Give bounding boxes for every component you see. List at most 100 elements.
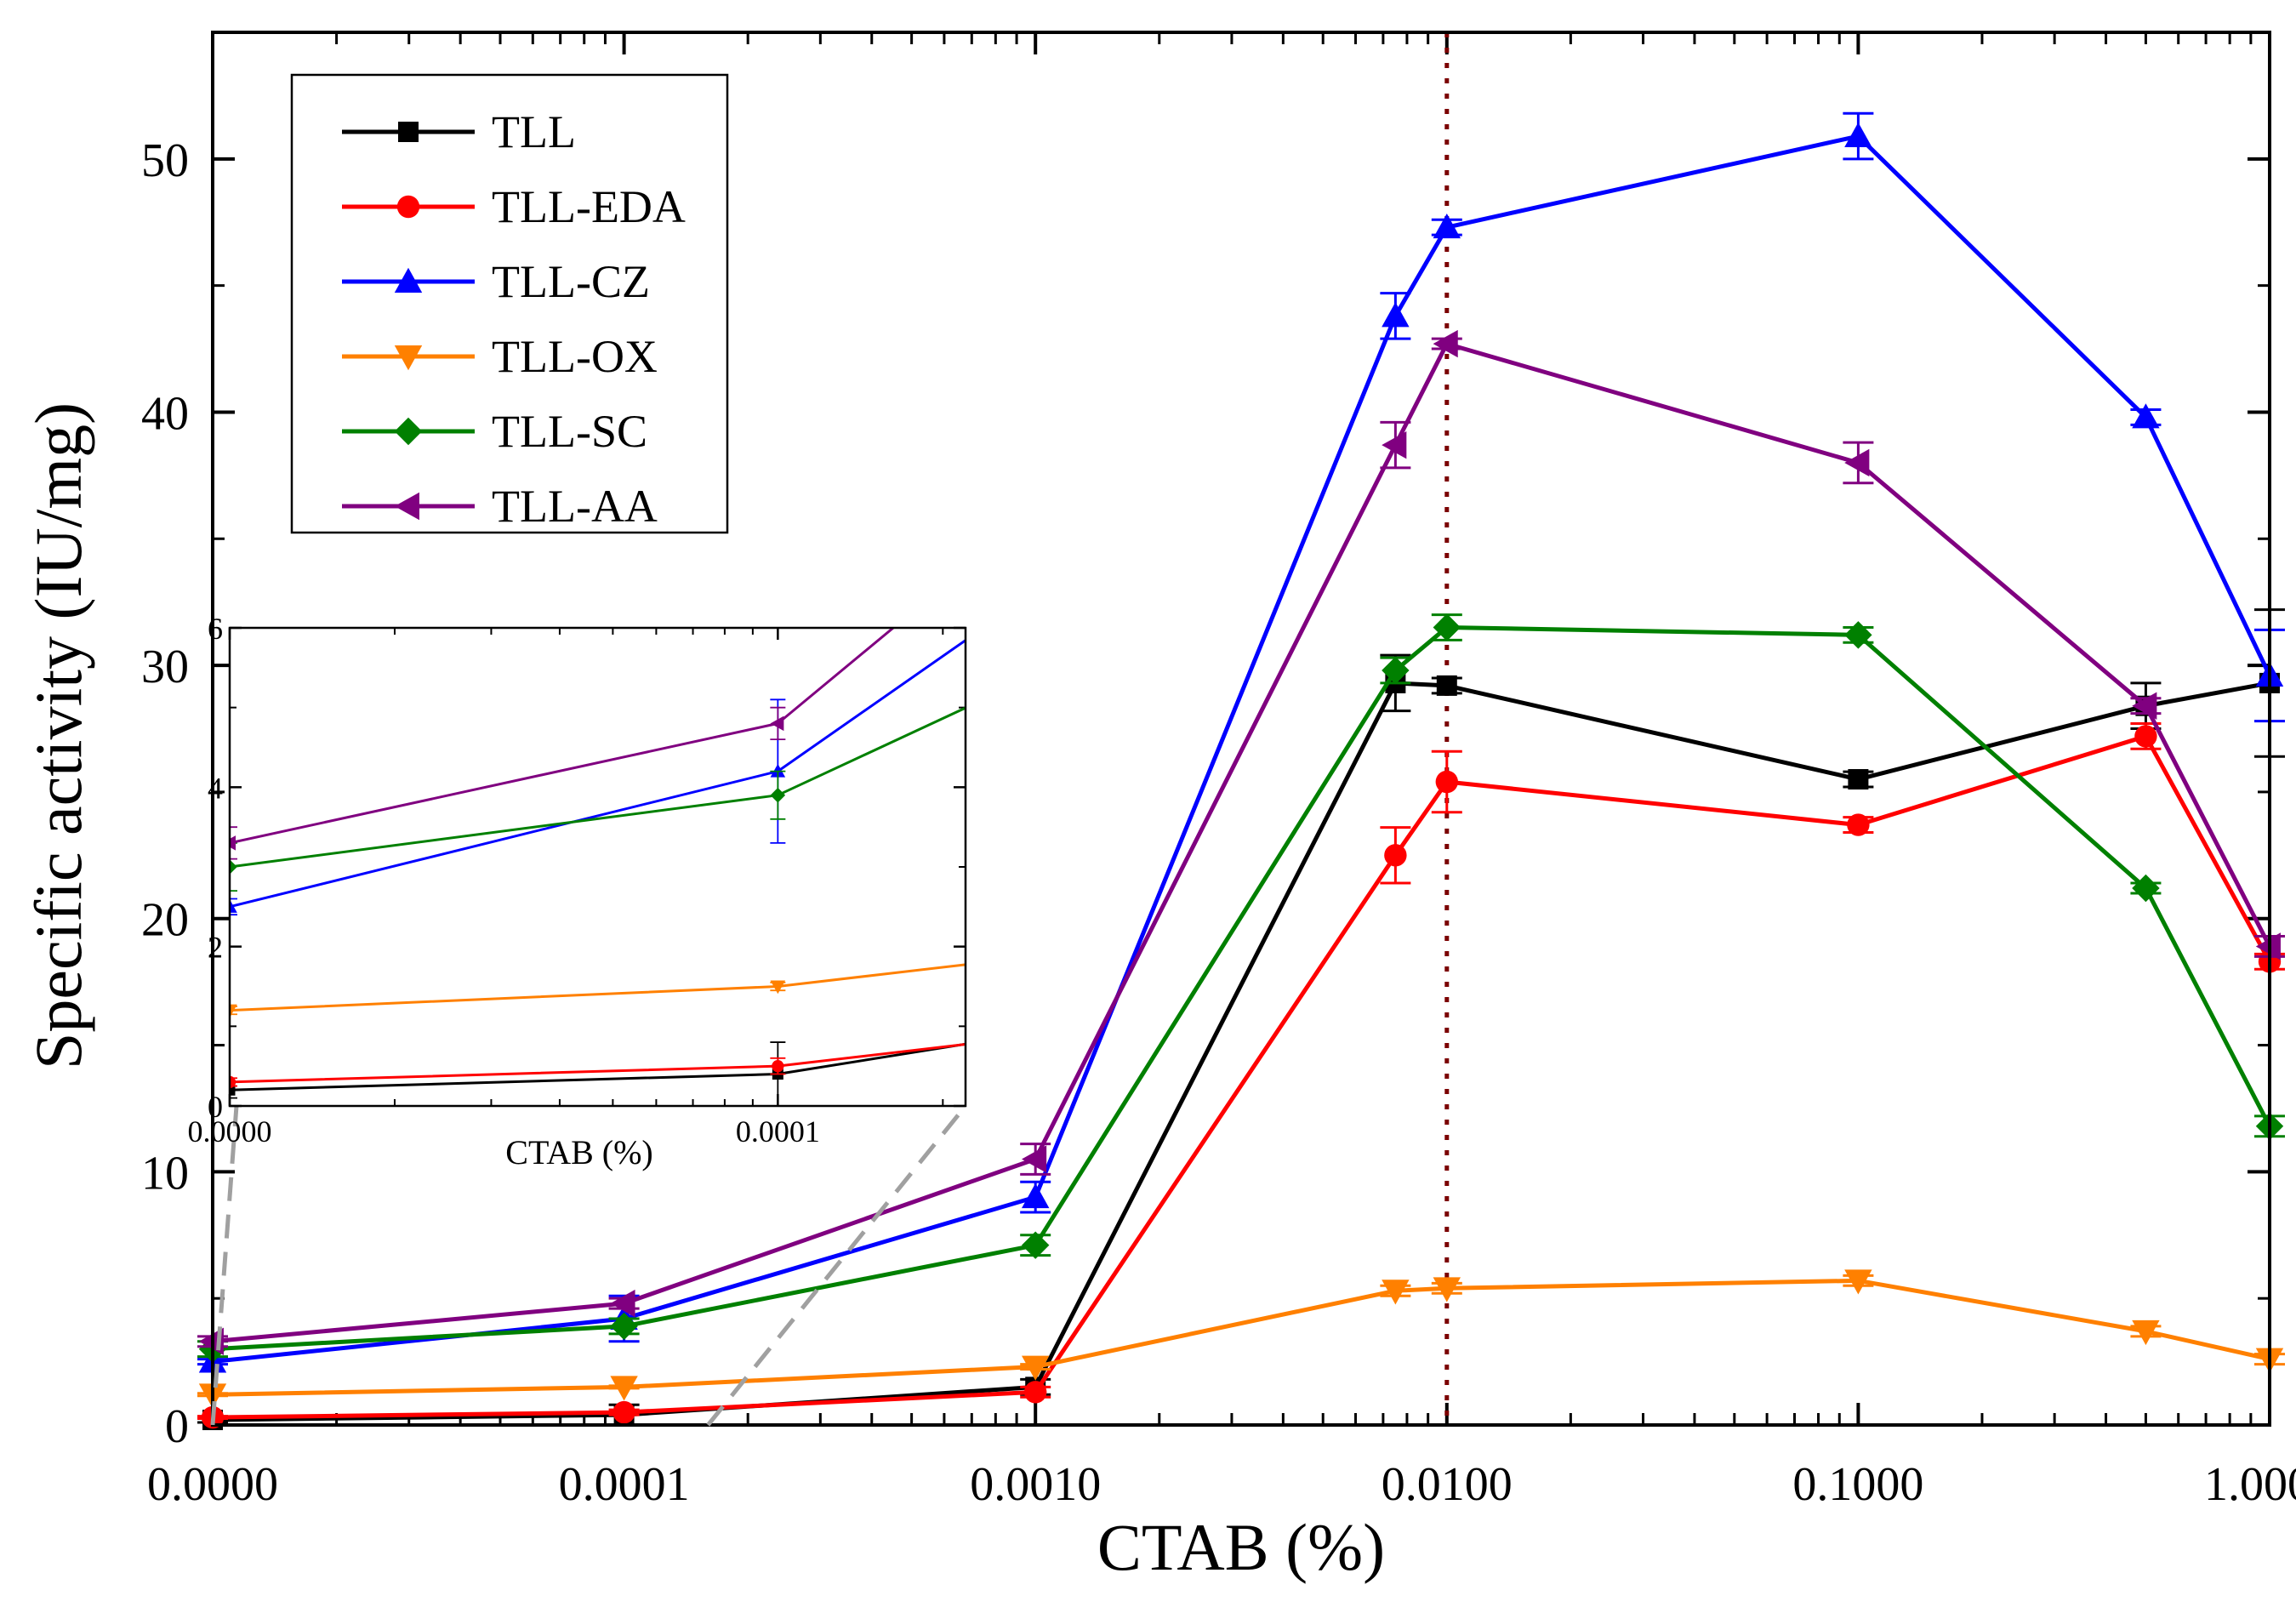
legend-item-tll: TLL <box>342 106 576 157</box>
data-point <box>1433 613 1461 641</box>
series-tll-ox <box>230 963 966 1018</box>
data-point <box>1844 621 1872 649</box>
data-point <box>772 1060 784 1073</box>
x-tick-label: 0.0000 <box>147 1458 278 1511</box>
x-tick-label: 0.1000 <box>1792 1458 1923 1511</box>
series-line <box>230 638 966 909</box>
inset-x-tick-label: 0.0000 <box>188 1114 272 1148</box>
series-line <box>230 1042 966 1091</box>
x-tick-label: 0.0010 <box>970 1458 1101 1511</box>
data-point <box>1848 769 1869 790</box>
data-point <box>2132 1319 2160 1346</box>
legend-item-tll-eda: TLL-EDA <box>342 181 686 232</box>
y-tick-label: 0 <box>165 1400 189 1453</box>
data-point <box>1382 430 1407 459</box>
data-point <box>230 859 237 875</box>
data-point <box>1435 770 1459 794</box>
inset-chart: 0.0000 0.0001 0 2 4 6 CTAB (%) <box>188 612 967 1171</box>
data-point <box>1022 1231 1050 1259</box>
data-point <box>610 1376 638 1401</box>
y-tick-label: 30 <box>141 641 189 693</box>
data-point <box>610 1289 635 1318</box>
series-line <box>212 341 2272 1344</box>
data-point <box>1382 656 1410 685</box>
series-line <box>230 963 966 1012</box>
data-point <box>610 1312 638 1341</box>
x-axis-title: CTAB (%) <box>1097 1510 1385 1584</box>
main-series-group <box>197 111 2285 1431</box>
legend-item-tll-ox: TLL-OX <box>342 331 658 382</box>
series-line <box>212 1278 2270 1397</box>
series-tll-eda <box>230 1042 966 1089</box>
data-point <box>1844 448 1870 477</box>
legend-label: TLL-CZ <box>492 256 650 307</box>
inset-tick-labels: 0.0000 0.0001 0 2 4 6 <box>188 612 820 1148</box>
data-point <box>2132 874 2160 903</box>
inset-y-tick-label: 4 <box>208 771 223 805</box>
legend-label: TLL-EDA <box>492 181 686 232</box>
legend-item-tll-sc: TLL-SC <box>342 406 647 457</box>
y-tick-label: 50 <box>141 134 189 187</box>
data-point <box>2134 725 2157 748</box>
y-axis-title: Specific activity (IU/mg) <box>21 402 95 1069</box>
data-point <box>1382 302 1410 328</box>
x-tick-label: 0.0100 <box>1382 1458 1513 1511</box>
legend-marker <box>394 345 423 371</box>
data-point <box>230 1084 236 1096</box>
series-line <box>212 624 2272 1352</box>
series-line <box>212 134 2272 1365</box>
data-point <box>230 1075 236 1089</box>
data-point <box>1844 122 1872 147</box>
plot-frame <box>211 31 2271 1427</box>
zoom-connector-right <box>706 1104 967 1427</box>
y-tick-label: 20 <box>141 894 189 947</box>
inset-frame <box>228 626 967 1108</box>
inset-y-tick-label: 6 <box>208 612 223 646</box>
inset-zoom-connectors <box>210 1104 967 1427</box>
series-tll-eda <box>197 722 2285 1429</box>
legend-marker <box>396 195 420 219</box>
series-tll-aa <box>230 628 896 860</box>
data-point <box>1433 1277 1461 1302</box>
data-point <box>230 835 236 851</box>
legend-marker <box>394 267 423 293</box>
series-line <box>212 733 2272 1420</box>
legend-marker <box>394 492 419 521</box>
legend-label: TLL <box>492 106 576 157</box>
inset-background <box>230 628 966 1106</box>
x-tick-label: 0.0001 <box>559 1458 690 1511</box>
data-point <box>770 980 786 995</box>
data-point <box>1384 844 1407 867</box>
legend-label: TLL-OX <box>492 331 658 382</box>
inset-y-tick-label: 0 <box>208 1090 223 1124</box>
main-tick-labels: 0.0000 0.0001 0.0010 0.0100 0.1000 1.0000 0 10 2… <box>141 134 2296 1511</box>
y-tick-label: 40 <box>141 387 189 440</box>
data-point <box>1022 1183 1050 1209</box>
legend-label: TLL-AA <box>492 481 658 532</box>
data-point <box>230 1004 237 1018</box>
data-point <box>1847 813 1870 836</box>
data-point <box>1433 213 1461 239</box>
legend: TLL TLL-EDA TLL-CZ TLL-OX TLL-SC TLL-AA <box>290 73 729 534</box>
x-tick-label: 1.0000 <box>2204 1458 2296 1511</box>
series-line <box>230 706 966 869</box>
inset-y-tick-label: 2 <box>208 931 223 965</box>
data-point <box>1024 1381 1047 1404</box>
inset-x-tick-label: 0.0001 <box>736 1114 820 1148</box>
data-point <box>2132 403 2160 429</box>
data-point <box>2132 692 2157 720</box>
inset-x-axis-title: CTAB (%) <box>505 1133 652 1171</box>
legend-marker <box>394 417 423 446</box>
data-point <box>1022 1145 1047 1173</box>
data-point <box>1844 1269 1872 1295</box>
legend-item-tll-aa: TLL-AA <box>342 481 658 532</box>
inset-series-group <box>230 628 966 1106</box>
data-point <box>230 899 237 913</box>
zoom-connector-left <box>210 1105 239 1426</box>
y-tick-label: 10 <box>141 1147 189 1200</box>
legend-marker <box>398 122 419 142</box>
series-line <box>230 628 896 845</box>
data-point <box>612 1400 635 1424</box>
data-point <box>1436 675 1457 696</box>
